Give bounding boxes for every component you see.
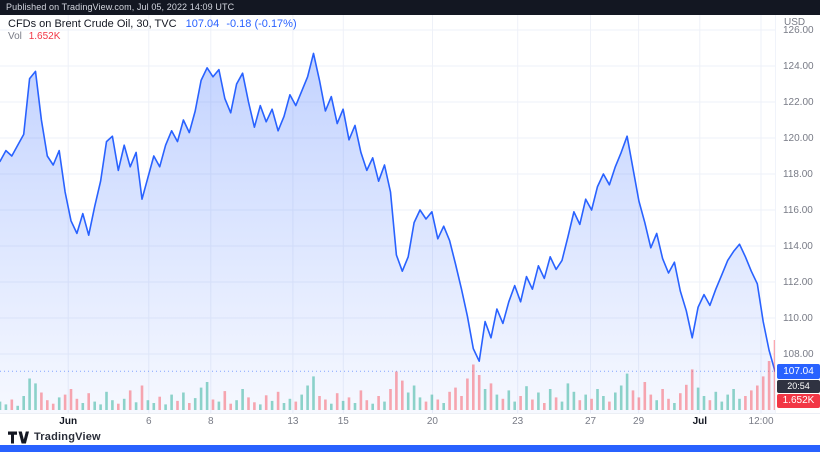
time-tick-label: 8 (208, 416, 214, 427)
time-tick-label: 13 (287, 416, 299, 427)
tradingview-logo-icon (8, 430, 30, 444)
volume-bars (0, 340, 775, 410)
area-fill (0, 53, 775, 413)
price-tick-label: 118.00 (783, 168, 813, 180)
price-tick-label: 126.00 (783, 24, 814, 36)
price-tick-label: 120.00 (783, 132, 814, 144)
time-tick-label: 27 (584, 416, 597, 427)
price-tick-label: 124.00 (783, 60, 814, 72)
published-text[interactable]: Published on TradingView.com, Jul 05, 20… (6, 2, 235, 12)
price-tick-label: 122.00 (783, 96, 814, 108)
time-tick-label: 6 (146, 416, 152, 427)
time-tick-label: Jul (692, 416, 708, 427)
price-change-value: -0.18 (-0.17%) (226, 18, 297, 30)
time-tick-label: 15 (337, 416, 349, 427)
price-chart-svg (0, 15, 775, 413)
price-tick-label: 116.00 (783, 204, 813, 216)
volume-badge: 1.652K (777, 394, 820, 408)
time-axis: Jun 6 8 13 15 20 23 27 29 Jul 12:00 (0, 413, 820, 429)
volume-legend: Vol 1.652K (8, 31, 60, 42)
bottom-accent-bar (0, 445, 820, 452)
price-tick-label: 110.00 (783, 312, 813, 324)
currency-label: USD (784, 17, 806, 28)
time-tick-label: 23 (512, 416, 524, 427)
brand-text[interactable]: TradingView (34, 431, 101, 443)
published-header[interactable]: Published on TradingView.com, Jul 05, 20… (0, 0, 820, 15)
price-tick-label: 112.00 (783, 276, 813, 288)
time-tick-label: 12:00 (748, 416, 774, 427)
price-line (0, 52, 775, 373)
last-price-value: 107.04 (185, 18, 220, 30)
price-scale: USD 107.04 20:54 1.652K 126.00 124.00 122.… (775, 15, 820, 413)
chart-legend: CFDs on Brent Crude Oil, 30, TVC 107.04 … (8, 18, 297, 30)
time-tick-label: Jun (59, 416, 78, 427)
last-price-badge: 107.04 (777, 364, 820, 379)
price-tick-label: 108.00 (783, 348, 814, 360)
symbol-title: CFDs on Brent Crude Oil, 30, TVC (8, 18, 177, 30)
volume-value: 1.652K (28, 31, 61, 42)
bar-countdown-badge: 20:54 (777, 380, 820, 393)
time-tick-label: 29 (633, 416, 645, 427)
volume-label: Vol (8, 31, 22, 42)
price-chart (0, 15, 775, 413)
tradingview-logo[interactable]: TradingView (8, 430, 101, 444)
price-tick-label: 114.00 (783, 240, 813, 252)
time-tick-label: 20 (426, 416, 438, 427)
attribution-footer: TradingView (0, 429, 820, 445)
